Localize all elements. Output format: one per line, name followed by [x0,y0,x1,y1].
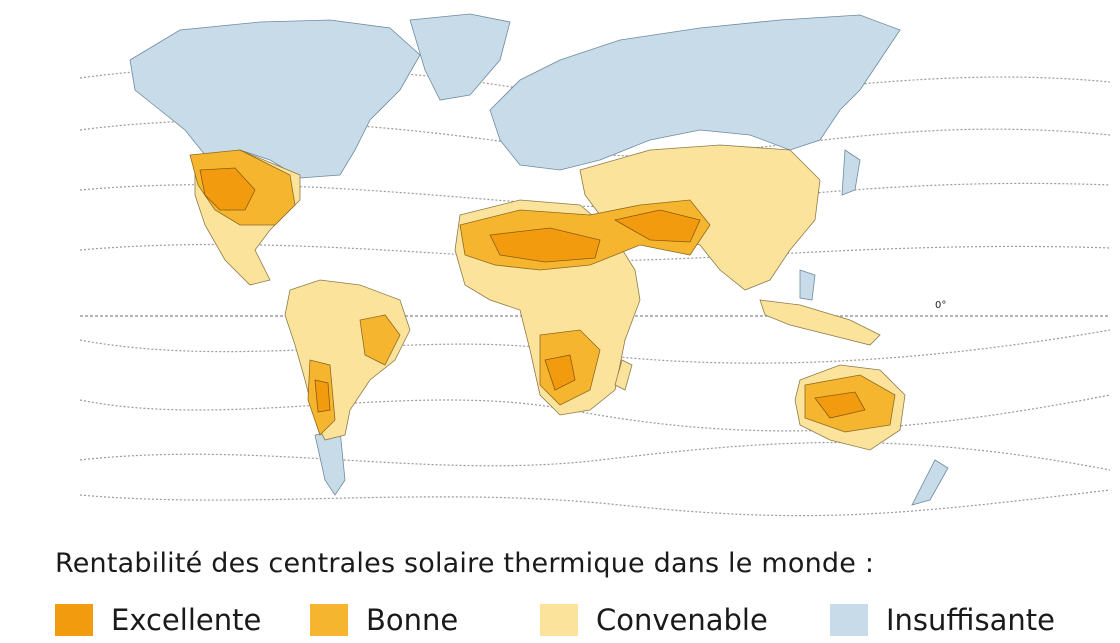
legend-label-good: Bonne [366,603,459,637]
zone-insufficient [129,13,949,506]
patagonia [314,429,346,496]
legend-item-suitable: Convenable [540,600,768,640]
legend: Excellente Bonne Convenable Insuffisante [55,600,1115,640]
legend-item-good: Bonne [310,600,458,640]
legend-swatch-suitable [540,604,578,636]
southeast-asia-islands [759,299,881,346]
japan [841,149,861,196]
new-zealand [911,459,949,506]
map-caption: Rentabilité des centrales solaire thermi… [55,548,875,579]
arabia-core [613,209,701,243]
brazil-east [359,314,401,366]
indonesia-north [799,269,816,301]
south-america [284,279,411,441]
legend-swatch-good [310,604,348,636]
legend-item-excellent: Excellente [55,600,261,640]
legend-item-insufficient: Insuffisante [830,600,1055,640]
atacama [314,379,331,413]
greenland [409,13,511,101]
north-america-north [129,19,421,179]
equator-label: 0° [935,300,946,311]
australia-core [814,391,866,419]
world-solar-map: 0° [79,13,1111,517]
zone-excellent [199,167,866,419]
kalahari [544,354,576,391]
legend-label-insufficient: Insuffisante [886,603,1055,637]
mojave [199,167,256,211]
legend-label-excellent: Excellente [111,603,262,637]
eurasia-north [489,14,901,171]
zone-suitable [194,144,906,451]
legend-swatch-insufficient [830,604,868,636]
legend-swatch-excellent [55,604,93,636]
madagascar [614,359,633,391]
sahara-core [489,227,601,263]
legend-label-suitable: Convenable [596,603,768,637]
